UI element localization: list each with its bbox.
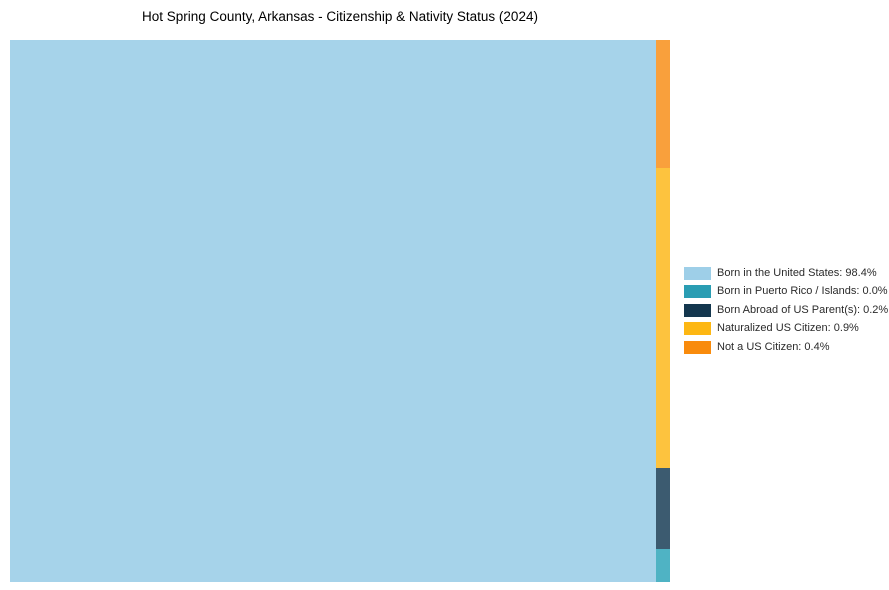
legend-label: Not a US Citizen: 0.4%: [717, 340, 830, 353]
treemap-segment-born-in-the-united-states[interactable]: Born in the United States: [10, 40, 656, 582]
legend-swatch-icon: [684, 322, 711, 336]
treemap-segment-not-a-us-citizen[interactable]: Not a US Citizen: [656, 40, 670, 169]
treemap-segment-born-abroad-of-us-parent-s[interactable]: Born Abroad of US Parent(s): [656, 468, 670, 549]
chart-title: Hot Spring County, Arkansas - Citizenshi…: [142, 9, 538, 24]
legend-item[interactable]: Not a US Citizen: 0.4%: [684, 340, 888, 354]
legend-label: Born Abroad of US Parent(s): 0.2%: [717, 303, 889, 316]
treemap-plot-area: Born in the United StatesNot a US Citize…: [10, 40, 670, 582]
legend-label: Born in Puerto Rico / Islands: 0.0%: [717, 285, 888, 298]
legend-label: Naturalized US Citizen: 0.9%: [717, 322, 859, 335]
legend: Born in the United States: 98.4% Born in …: [684, 267, 888, 359]
legend-swatch-icon: [684, 285, 711, 299]
treemap-segment-naturalized-us-citizen[interactable]: Naturalized US Citizen: [656, 168, 670, 468]
legend-swatch-icon: [684, 267, 711, 280]
legend-item[interactable]: Born in Puerto Rico / Islands: 0.0%: [684, 285, 888, 299]
legend-swatch-icon: [684, 303, 711, 317]
legend-item[interactable]: Naturalized US Citizen: 0.9%: [684, 322, 888, 336]
treemap-segment-born-in-puerto-rico-islands[interactable]: Born in Puerto Rico / Islands: [656, 548, 670, 582]
legend-swatch-icon: [684, 340, 711, 354]
legend-item[interactable]: Born in the United States: 98.4%: [684, 267, 888, 280]
legend-item[interactable]: Born Abroad of US Parent(s): 0.2%: [684, 303, 889, 317]
legend-label: Born in the United States: 98.4%: [717, 267, 877, 279]
